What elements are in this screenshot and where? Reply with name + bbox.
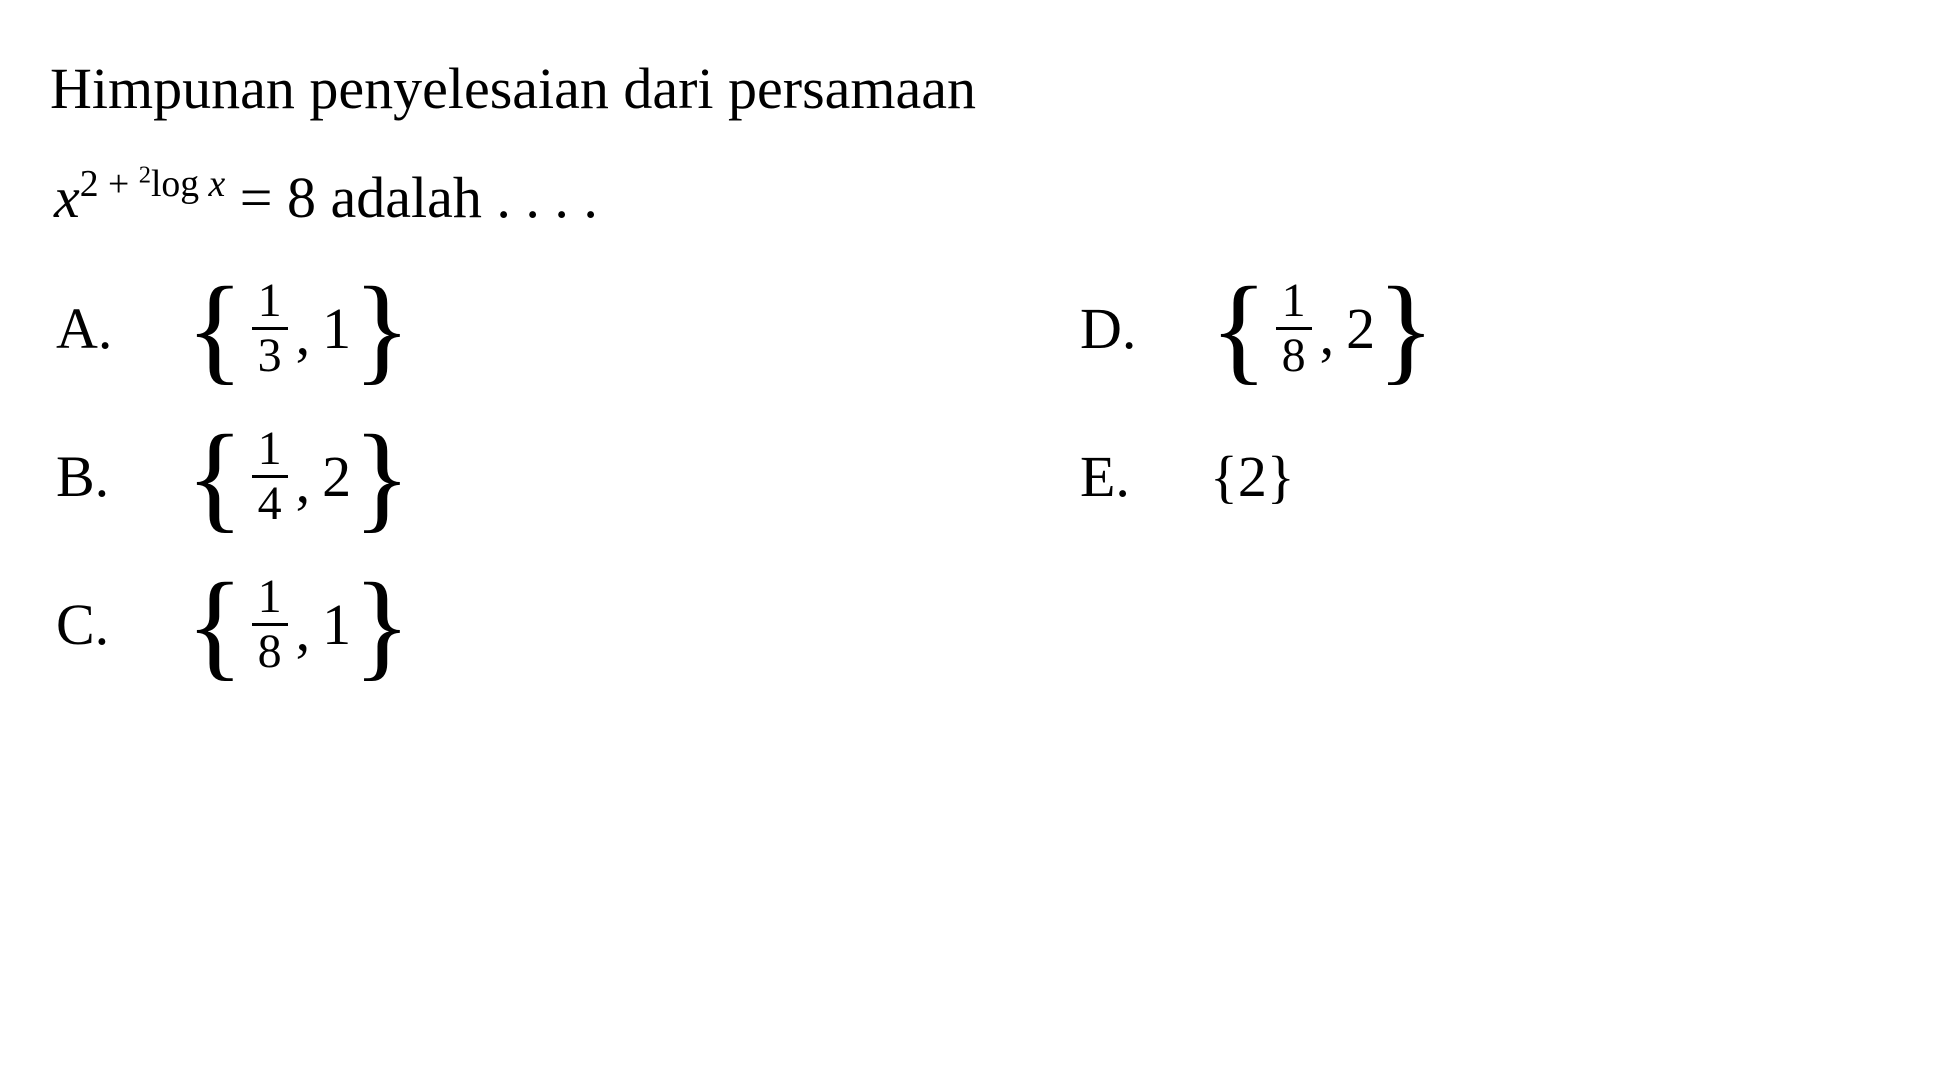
equation-var: x (54, 165, 80, 230)
question-line1: Himpunan penyelesaian dari persamaan (50, 40, 1904, 139)
option-d: D. { 1 8 , 2 } (1080, 277, 1904, 380)
option-a-num: 1 (252, 277, 288, 330)
brace-right: } (353, 429, 411, 525)
option-d-den: 8 (1276, 330, 1312, 380)
option-d-num: 1 (1276, 277, 1312, 330)
option-a-fraction: 1 3 (252, 277, 288, 380)
brace-left: { (186, 577, 244, 673)
option-b-letter: B. (56, 443, 186, 510)
option-d-value: 2 (1346, 295, 1375, 362)
option-a-value: 1 (322, 295, 351, 362)
brace-left: { (186, 429, 244, 525)
option-b: B. { 1 4 , 2 } (56, 425, 880, 528)
option-a: A. { 1 3 , 1 } (56, 277, 880, 380)
option-d-letter: D. (1080, 295, 1210, 362)
option-c-value: 1 (322, 591, 351, 658)
option-a-den: 3 (252, 330, 288, 380)
brace-right: } (353, 281, 411, 377)
option-b-comma: , (296, 449, 311, 528)
option-c-fraction: 1 8 (252, 573, 288, 676)
exp-sup2: 2 (139, 162, 151, 189)
exp-before: 2 + (80, 163, 139, 205)
equals-text: = 8 (225, 165, 316, 230)
brace-right: } (1377, 281, 1435, 377)
option-c-letter: C. (56, 591, 186, 658)
brace-left: { (1210, 281, 1268, 377)
option-c-num: 1 (252, 573, 288, 626)
option-c-comma: , (296, 597, 311, 676)
option-e-letter: E. (1080, 443, 1210, 510)
option-b-den: 4 (252, 478, 288, 528)
option-c-den: 8 (252, 626, 288, 676)
brace-left: { (186, 281, 244, 377)
brace-right: } (353, 577, 411, 673)
option-e-value: {2} (1210, 443, 1295, 510)
option-c-content: { 1 8 , 1 } (186, 573, 411, 676)
option-a-content: { 1 3 , 1 } (186, 277, 411, 380)
adalah-text: adalah . . . . (316, 165, 598, 230)
option-b-num: 1 (252, 425, 288, 478)
option-a-comma: , (296, 301, 311, 380)
option-e: E. {2} (1080, 425, 1904, 528)
option-b-fraction: 1 4 (252, 425, 288, 528)
exp-log: log (151, 163, 199, 205)
option-d-content: { 1 8 , 2 } (1210, 277, 1435, 380)
option-e-content: {2} (1210, 443, 1295, 510)
equation-exponent: 2 + 2log x (80, 163, 226, 205)
options-grid: A. { 1 3 , 1 } D. { 1 8 , 2 } B. { (50, 277, 1904, 676)
option-a-letter: A. (56, 295, 186, 362)
equation-line: x2 + 2log x = 8 adalah . . . . (50, 149, 1904, 248)
option-b-content: { 1 4 , 2 } (186, 425, 411, 528)
exp-var: x (209, 163, 226, 205)
option-b-value: 2 (322, 443, 351, 510)
option-d-comma: , (1320, 301, 1335, 380)
option-d-fraction: 1 8 (1276, 277, 1312, 380)
option-c: C. { 1 8 , 1 } (56, 573, 880, 676)
